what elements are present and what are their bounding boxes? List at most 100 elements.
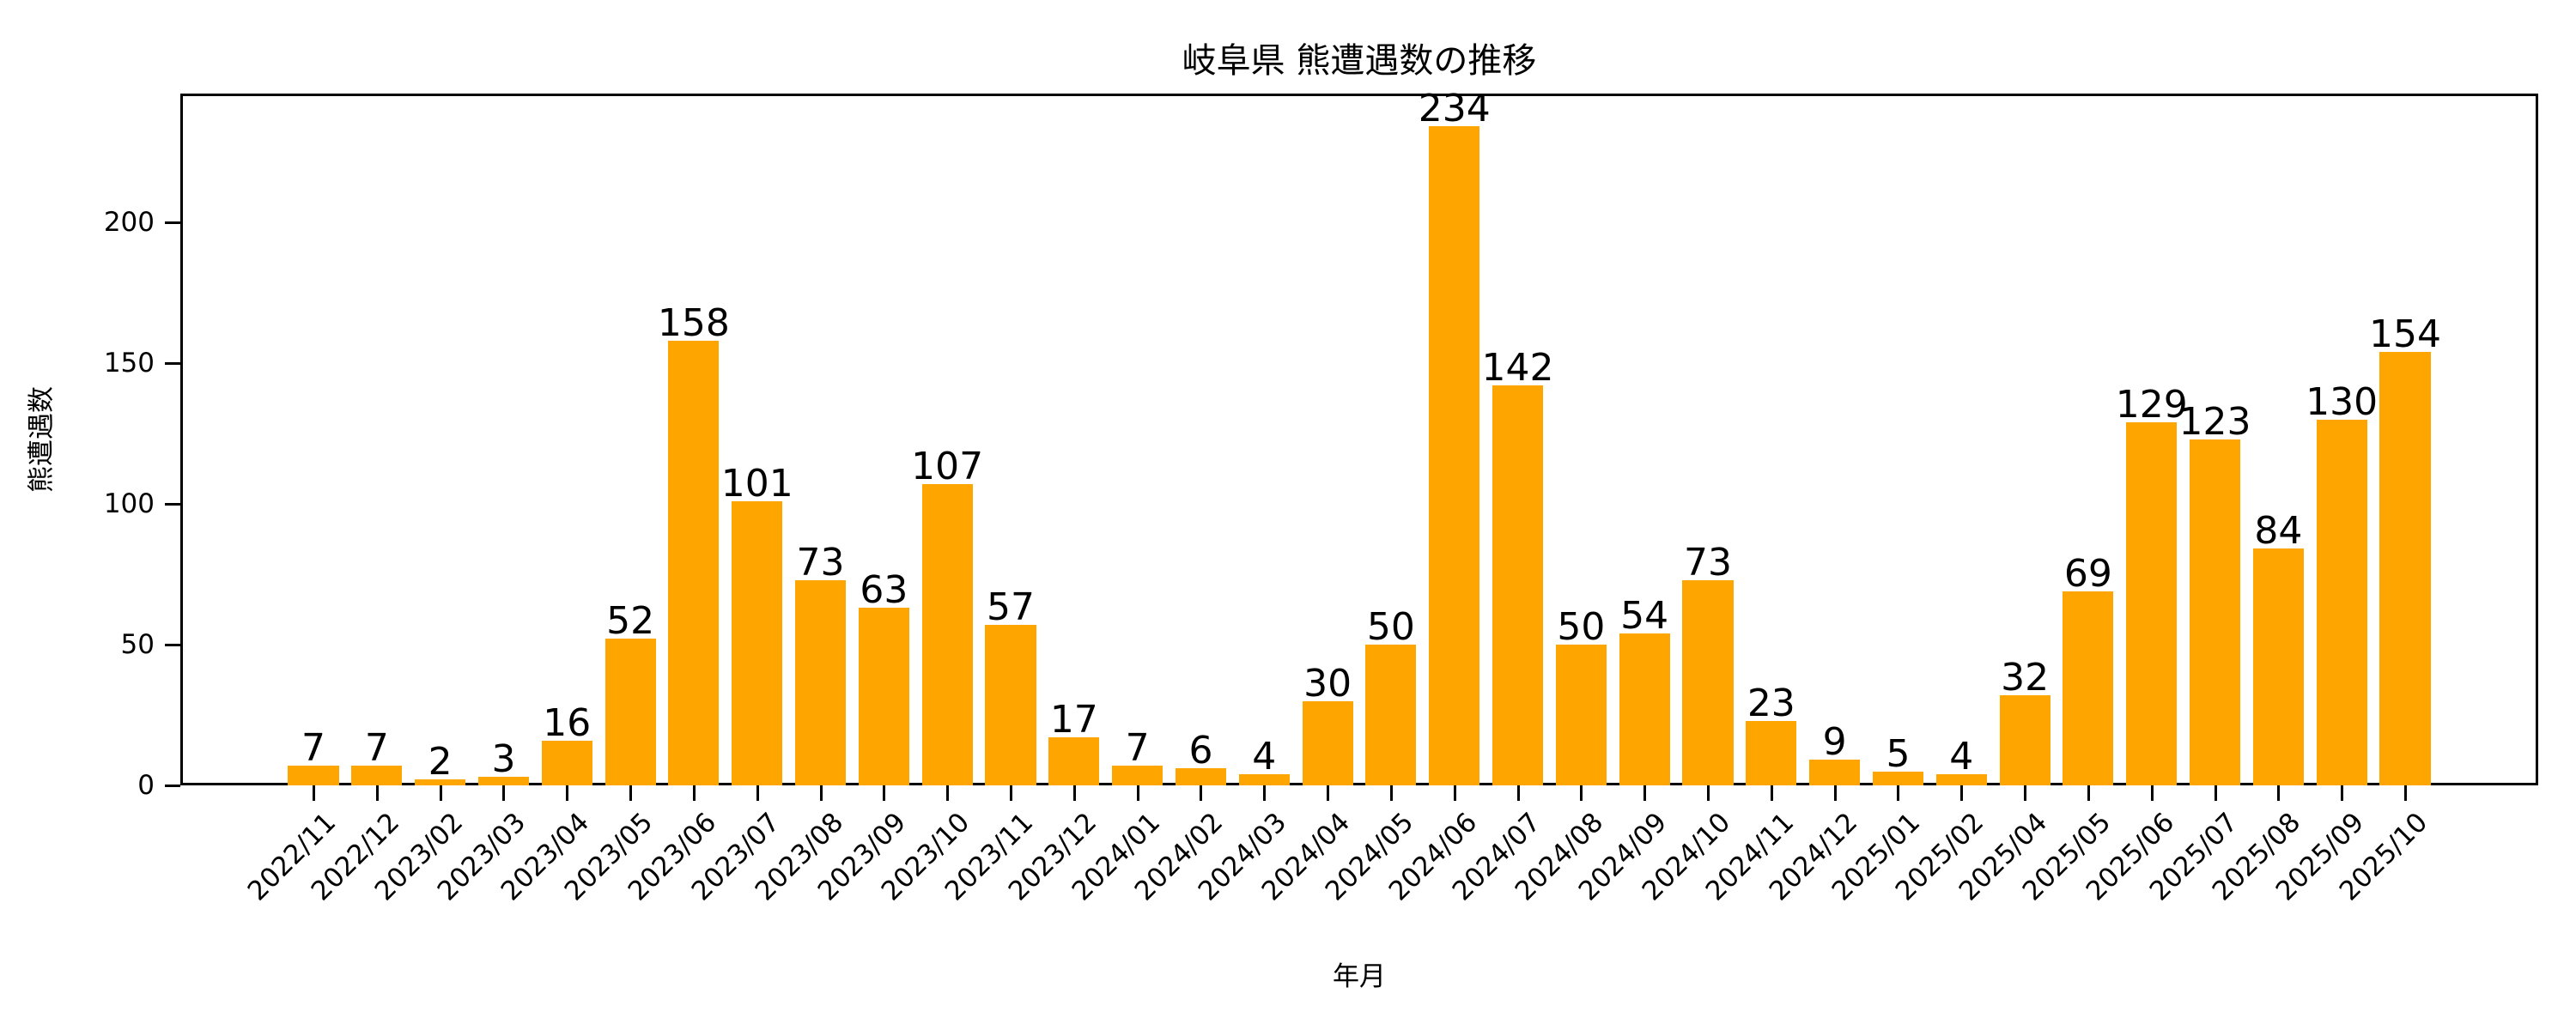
x-tick <box>2277 785 2281 801</box>
x-tick <box>946 785 950 801</box>
bar <box>921 484 973 785</box>
bar <box>2126 421 2178 785</box>
x-tick <box>502 785 506 801</box>
y-tick <box>165 503 180 506</box>
y-tick-label: 200 <box>103 207 155 238</box>
x-tick <box>1707 785 1710 801</box>
bar-value-label: 123 <box>2178 399 2251 444</box>
bar-value-label: 23 <box>1747 681 1795 725</box>
x-tick <box>1200 785 1203 801</box>
bar <box>732 500 783 785</box>
bar-value-label: 16 <box>543 700 592 745</box>
x-tick <box>1327 785 1330 801</box>
bar-value-label: 130 <box>2306 379 2379 424</box>
bar <box>858 608 909 785</box>
bar-value-label: 3 <box>491 737 516 782</box>
bar <box>1365 645 1417 785</box>
bar-value-label: 84 <box>2254 509 2303 554</box>
x-tick <box>313 785 315 801</box>
bar-value-label: 7 <box>301 726 325 771</box>
bar <box>1429 126 1480 785</box>
bar-value-label: 30 <box>1303 661 1352 706</box>
bar-value-label: 57 <box>987 585 1035 630</box>
bar-value-label: 7 <box>364 726 389 771</box>
bar <box>1048 737 1100 785</box>
y-tick <box>165 644 180 646</box>
x-tick <box>1833 785 1837 801</box>
bar <box>605 639 656 785</box>
x-tick <box>1263 785 1267 801</box>
bar <box>668 340 720 785</box>
bar <box>1746 720 1797 785</box>
bar-value-label: 73 <box>796 540 845 585</box>
bar-value-label: 158 <box>657 300 730 345</box>
x-tick <box>756 785 759 801</box>
bar <box>1112 766 1163 785</box>
bar-value-label: 7 <box>1125 726 1150 771</box>
bar <box>2316 419 2367 785</box>
bar <box>1175 768 1226 785</box>
x-tick <box>1516 785 1520 801</box>
x-tick <box>1897 785 1900 801</box>
x-tick <box>566 785 569 801</box>
bar-value-label: 54 <box>1620 593 1669 638</box>
bar <box>2190 439 2241 785</box>
bar-value-label: 129 <box>2115 382 2188 427</box>
plot-area <box>180 94 2538 785</box>
bar <box>477 777 529 785</box>
bar <box>985 625 1036 785</box>
x-tick <box>1770 785 1773 801</box>
bar <box>1302 700 1353 785</box>
y-tick <box>165 785 180 787</box>
bar-value-label: 5 <box>1886 731 1911 776</box>
bar-value-label: 142 <box>1481 346 1554 391</box>
bar-value-label: 73 <box>1684 540 1732 585</box>
x-tick <box>692 785 696 801</box>
y-tick <box>165 221 180 224</box>
x-tick <box>1389 785 1393 801</box>
chart-title: 岐阜県 熊遭遇数の推移 <box>1182 41 1537 81</box>
bar-value-label: 4 <box>1949 734 1974 779</box>
x-tick <box>2087 785 2090 801</box>
x-tick <box>1580 785 1583 801</box>
x-tick <box>2214 785 2217 801</box>
bar <box>541 740 592 785</box>
x-tick <box>2404 785 2407 801</box>
x-tick <box>1072 785 1076 801</box>
bar <box>2379 351 2431 785</box>
bar <box>415 779 466 785</box>
bar-value-label: 9 <box>1822 720 1847 765</box>
y-tick-label: 150 <box>103 348 155 379</box>
x-tick <box>439 785 442 801</box>
bar <box>1682 579 1734 785</box>
bar-value-label: 154 <box>2369 312 2441 356</box>
x-tick <box>883 785 886 801</box>
bar-value-label: 63 <box>860 568 908 613</box>
y-tick-label: 50 <box>120 629 155 660</box>
y-axis-label: 熊遭遇数 <box>26 386 58 493</box>
bar-value-label: 4 <box>1252 734 1277 779</box>
bar-value-label: 69 <box>2063 551 2112 596</box>
bar-value-label: 17 <box>1049 698 1098 742</box>
x-tick <box>2341 785 2344 801</box>
bar <box>1619 633 1670 785</box>
bar-value-label: 107 <box>911 445 984 489</box>
bar <box>1935 773 1987 785</box>
y-tick <box>165 362 180 365</box>
bar <box>351 766 403 785</box>
bar <box>2252 548 2304 785</box>
x-tick <box>819 785 823 801</box>
bar <box>2063 591 2114 785</box>
bar <box>1238 773 1290 785</box>
bar <box>1555 645 1607 785</box>
x-tick <box>1453 785 1456 801</box>
x-tick <box>375 785 379 801</box>
bar <box>795 579 847 785</box>
x-tick <box>2150 785 2154 801</box>
x-tick <box>1960 785 1964 801</box>
bar <box>1999 695 2050 785</box>
bar-value-label: 32 <box>2001 656 2050 700</box>
x-tick <box>629 785 633 801</box>
x-tick <box>2024 785 2027 801</box>
x-tick <box>1643 785 1647 801</box>
